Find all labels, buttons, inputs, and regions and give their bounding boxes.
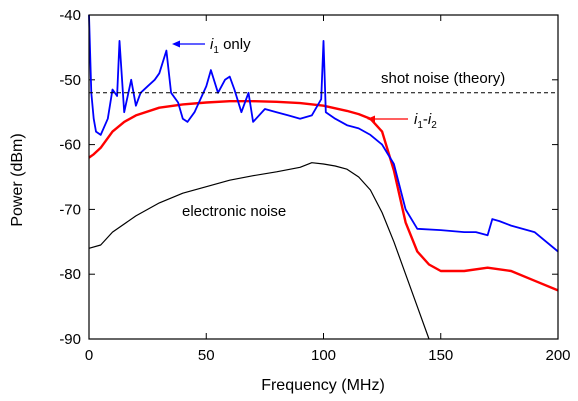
x-tick-label: 100 bbox=[311, 347, 336, 364]
x-tick-label: 150 bbox=[428, 347, 453, 364]
x-axis-title: Frequency (MHz) bbox=[261, 377, 385, 394]
plot-frame bbox=[88, 14, 559, 340]
y-tick-label: -70 bbox=[59, 201, 81, 218]
i1-i2-dash: - bbox=[423, 111, 428, 128]
shot-noise-label: shot noise (theory) bbox=[381, 70, 505, 87]
x-tick-label: 200 bbox=[545, 347, 570, 364]
y-tick-label: -90 bbox=[59, 331, 81, 348]
y-axis-title: Power (dBm) bbox=[9, 133, 26, 226]
i1-i2-sub-1: 1 bbox=[417, 120, 423, 131]
i1-only-annotation: i1 only bbox=[172, 36, 251, 56]
series-line-i1i2 bbox=[88, 99, 559, 292]
series-line-electronic bbox=[88, 162, 430, 340]
ticks: 0 50 100 150 200 -90 -80 -70 -60 -50 -40 bbox=[59, 7, 570, 364]
i1-i2-sub-2: 2 bbox=[431, 120, 437, 131]
y-tick-label: -80 bbox=[59, 266, 81, 283]
i1-i2-italic-2: i bbox=[428, 111, 432, 128]
i1-i2-label: i1-i2 bbox=[414, 111, 437, 131]
i1-only-italic: i bbox=[210, 36, 214, 53]
x-tick-label: 0 bbox=[85, 347, 93, 364]
y-tick-label: -50 bbox=[59, 72, 81, 89]
y-tick-label: -60 bbox=[59, 137, 81, 154]
y-tick-label: -40 bbox=[59, 7, 81, 24]
i1-i2-arrowhead bbox=[367, 115, 375, 123]
x-tick-label: 50 bbox=[198, 347, 215, 364]
i1-only-arrowhead bbox=[172, 40, 180, 48]
i1-only-sub: 1 bbox=[213, 45, 219, 56]
series-line-i1only bbox=[88, 14, 559, 253]
i1-i2-italic-1: i bbox=[414, 111, 418, 128]
i1-only-label: i1 only bbox=[210, 36, 251, 56]
series-lines bbox=[88, 14, 559, 340]
electronic-noise-label: electronic noise bbox=[182, 203, 286, 220]
i1-i2-annotation: i1-i2 bbox=[367, 111, 437, 131]
i1-only-rest: only bbox=[219, 36, 251, 53]
